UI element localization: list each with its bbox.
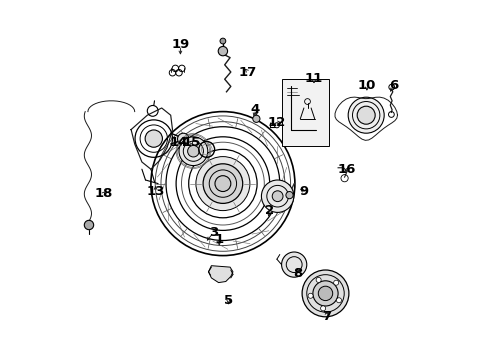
Text: 1: 1 <box>214 233 224 246</box>
Text: 11: 11 <box>304 72 323 85</box>
Circle shape <box>215 176 230 192</box>
Text: 5: 5 <box>224 294 232 307</box>
Circle shape <box>281 252 306 277</box>
Text: 6: 6 <box>388 79 398 92</box>
Text: 13: 13 <box>146 185 164 198</box>
Circle shape <box>356 106 374 124</box>
Text: 18: 18 <box>94 187 112 200</box>
Circle shape <box>336 298 341 303</box>
Circle shape <box>272 191 283 202</box>
Circle shape <box>218 46 227 56</box>
Circle shape <box>187 145 199 157</box>
Text: 15: 15 <box>182 136 200 149</box>
Text: 17: 17 <box>239 66 257 78</box>
Circle shape <box>315 278 321 283</box>
Bar <box>282 79 328 146</box>
Text: 9: 9 <box>299 185 308 198</box>
Polygon shape <box>208 266 232 283</box>
Text: 10: 10 <box>357 79 375 92</box>
Text: 14: 14 <box>169 136 188 149</box>
Text: 16: 16 <box>337 163 356 176</box>
Circle shape <box>196 157 249 211</box>
Circle shape <box>203 164 242 203</box>
Circle shape <box>285 192 292 199</box>
Circle shape <box>220 38 225 44</box>
Circle shape <box>179 137 207 166</box>
Circle shape <box>347 97 384 133</box>
Text: 7: 7 <box>322 310 330 323</box>
Circle shape <box>320 306 325 311</box>
Circle shape <box>252 115 260 122</box>
Circle shape <box>145 130 162 147</box>
Circle shape <box>84 220 94 230</box>
Circle shape <box>307 293 312 298</box>
Text: 8: 8 <box>292 267 302 280</box>
Text: 4: 4 <box>250 103 260 116</box>
Circle shape <box>261 180 293 212</box>
Circle shape <box>312 281 337 306</box>
Text: 2: 2 <box>264 204 274 217</box>
Text: 3: 3 <box>209 226 218 239</box>
Text: 12: 12 <box>267 116 285 129</box>
Text: 19: 19 <box>171 39 189 51</box>
Circle shape <box>177 133 189 145</box>
Circle shape <box>302 270 348 317</box>
Circle shape <box>333 280 338 285</box>
Circle shape <box>318 286 332 301</box>
